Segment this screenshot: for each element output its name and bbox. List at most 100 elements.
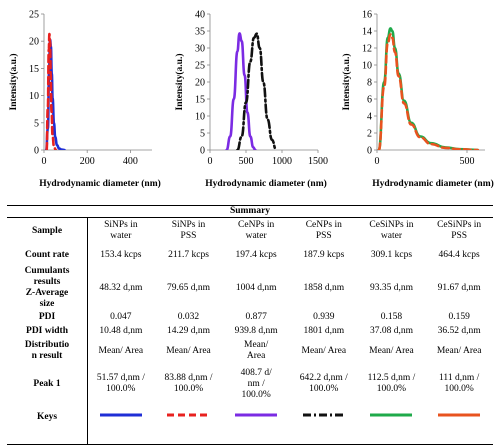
y-axis-label: Intensity(a.u.) bbox=[174, 53, 185, 110]
x-axis-label: Hydrodynamic diameter (nm) bbox=[205, 178, 327, 189]
y-tick-label: 25 bbox=[29, 10, 39, 21]
summary-grid: Sample SiNPs in water SiNPs in PSS CeNPs in… bbox=[7, 218, 493, 430]
y-tick-label: 12 bbox=[362, 44, 372, 55]
table-cell: 197.4 kcps bbox=[235, 249, 277, 260]
series-line-1 bbox=[377, 27, 480, 150]
table-cell: 939.8 d,nm bbox=[234, 325, 278, 336]
table-cell: Mean/ Area bbox=[369, 345, 414, 356]
size-distribution-chart-sinps: 0 5 10 15 20 25 0 200 400 Hydrodynamic diameter (… bbox=[8, 10, 161, 190]
table-cell: Mean/ Area bbox=[98, 345, 144, 356]
y-tick-label: 14 bbox=[362, 27, 372, 38]
table-cell: 0.158 bbox=[380, 311, 403, 322]
x-tick-label: 500 bbox=[239, 156, 254, 167]
key-cell bbox=[358, 404, 426, 430]
keys-label: Keys bbox=[36, 411, 58, 422]
table-cell: 37.08 d,nm bbox=[369, 325, 413, 336]
table-cell: 211.7 kcps bbox=[168, 249, 209, 260]
y-tick-label: 10 bbox=[362, 61, 372, 72]
series-line-2 bbox=[236, 32, 278, 150]
x-axis-label: Hydrodynamic diameter (nm) bbox=[372, 178, 494, 189]
y-tick-label: 4 bbox=[367, 112, 372, 123]
column-header: CeSiNPs in PSS bbox=[437, 220, 482, 241]
table-row: Peak 1 51.57 d,nm / 100.0% 83.88 d,nm / 10… bbox=[7, 364, 493, 404]
y-tick-label: 30 bbox=[195, 44, 205, 55]
y-tick-label: 15 bbox=[195, 95, 205, 106]
y-axis-label: Intensity(a.u.) bbox=[341, 53, 352, 110]
keys-row: Keys bbox=[7, 404, 493, 430]
table-cell: 0.877 bbox=[245, 311, 267, 322]
table-cell: 79.65 d,nm bbox=[166, 282, 210, 293]
sample-label: Sample bbox=[31, 225, 63, 236]
table-cell: 642.2 d,nm / 100.0% bbox=[299, 373, 348, 394]
table-cell: 1004 d,nm bbox=[235, 282, 277, 293]
y-tick-label: 25 bbox=[195, 61, 205, 72]
key-cell bbox=[155, 404, 223, 430]
y-tick-label: 0 bbox=[367, 146, 372, 157]
legend-key bbox=[167, 413, 210, 417]
y-tick-label: 16 bbox=[362, 10, 372, 21]
table-cell: 187.9 kcps bbox=[303, 249, 345, 260]
x-tick-label: 400 bbox=[123, 156, 138, 167]
table-cell: 14.29 d,nm bbox=[166, 325, 210, 336]
key-cell bbox=[425, 404, 493, 430]
table-row: Cumulants results Z-Average size 48.32 d,… bbox=[7, 266, 493, 310]
table-cell: 48.32 d,nm bbox=[99, 282, 143, 293]
y-tick-label: 15 bbox=[29, 64, 39, 75]
y-axis-label: Intensity(a.u.) bbox=[8, 53, 19, 110]
size-distribution-chart-cesinps: 0 2 4 6 8 10 12 14 16 0 500 Hydrodynamic diameter (… bbox=[341, 10, 494, 190]
table-cell: Mean/ Area bbox=[436, 345, 482, 356]
table-cell: 0.047 bbox=[110, 311, 132, 322]
key-cell bbox=[87, 404, 155, 430]
y-tick-label: 0 bbox=[34, 146, 39, 157]
table-cell: 83.88 d,nm / 100.0% bbox=[164, 373, 213, 394]
table-cell: Mean/ Area bbox=[244, 340, 269, 361]
series-line-2 bbox=[45, 32, 58, 150]
y-tick-label: 10 bbox=[29, 91, 39, 102]
column-header: SiNPs in water bbox=[104, 220, 138, 241]
series-line-2 bbox=[377, 33, 480, 150]
table-cell: 464.4 kcps bbox=[438, 249, 480, 260]
legend-key bbox=[438, 413, 481, 417]
y-tick-label: 5 bbox=[34, 118, 39, 129]
row-label: Distributio n result bbox=[24, 340, 70, 361]
table-cell: 1801 d,nm bbox=[303, 325, 345, 336]
table-cell: 91.67 d,nm bbox=[437, 282, 481, 293]
row-label: Cumulants results Z-Average size bbox=[24, 266, 70, 309]
key-cell bbox=[290, 404, 358, 430]
table-cell: 408.7 d/ nm / 100.0% bbox=[240, 367, 272, 400]
y-tick-label: 0 bbox=[200, 146, 205, 157]
column-header: SiNPs in PSS bbox=[171, 220, 206, 241]
y-tick-label: 6 bbox=[367, 95, 372, 106]
y-tick-label: 40 bbox=[195, 10, 205, 21]
key-cell bbox=[222, 404, 290, 430]
row-label: Count rate bbox=[24, 249, 70, 260]
row-label: PDI width bbox=[26, 325, 68, 336]
table-cell: Mean/ Area bbox=[301, 345, 347, 356]
table-cell: 0.032 bbox=[177, 311, 200, 322]
y-tick-label: 8 bbox=[367, 78, 372, 89]
legend-key bbox=[235, 413, 278, 417]
table-cell: 10.48 d,nm bbox=[99, 325, 143, 336]
table-cell: 36.52 d,nm bbox=[437, 325, 481, 336]
x-tick-label: 500 bbox=[460, 156, 475, 167]
table-cell: 111 d,nm / 100.0% bbox=[439, 373, 480, 394]
table-cell: Mean/ Area bbox=[166, 345, 211, 356]
table-row: Count rate 153.4 kcps 211.7 kcps 197.4 kcps… bbox=[7, 244, 493, 266]
legend-key bbox=[302, 413, 345, 417]
table-row: PDI width 10.48 d,nm 14.29 d,nm 939.8 d,nm 1… bbox=[7, 324, 493, 338]
x-tick-label: 1500 bbox=[308, 156, 328, 167]
y-tick-label: 2 bbox=[367, 129, 372, 140]
y-tick-label: 35 bbox=[195, 27, 205, 38]
series-line-1 bbox=[225, 32, 257, 150]
table-cell: 93.35 d,nm bbox=[369, 282, 413, 293]
x-tick-label: 0 bbox=[375, 156, 380, 167]
table-cell: 0.159 bbox=[448, 311, 470, 322]
column-header: CeNPs in PSS bbox=[305, 220, 342, 241]
y-tick-label: 10 bbox=[195, 112, 205, 123]
table-row: PDI 0.047 0.032 0.877 0.939 0.158 0.159 bbox=[7, 310, 493, 324]
size-distribution-chart-cenps: 0 5 10 15 20 25 30 35 40 0 500 1000 1500 Hydrodynamic… bbox=[174, 10, 328, 190]
y-tick-label: 20 bbox=[195, 78, 205, 89]
table-row: Distributio n result Mean/ Area Mean/ Area… bbox=[7, 338, 493, 364]
table-cell: 309.1 kcps bbox=[370, 249, 413, 260]
table-cell: 153.4 kcps bbox=[100, 249, 142, 260]
